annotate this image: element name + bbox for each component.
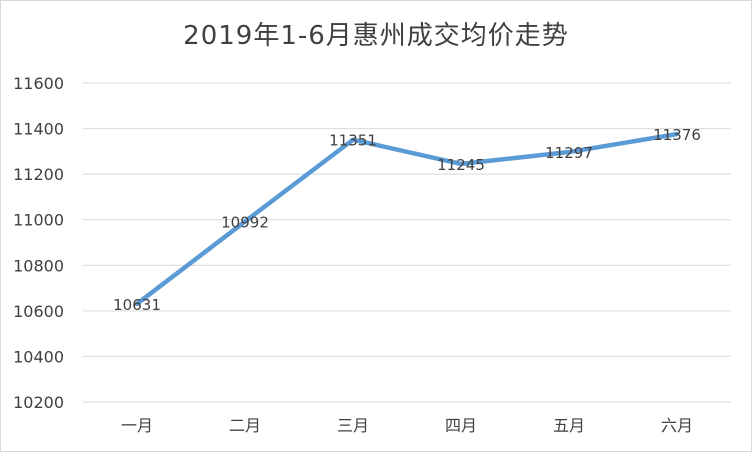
x-axis-categories: 一月 二月 三月 四月 五月 六月 bbox=[121, 416, 693, 435]
y-tick-label: 11200 bbox=[13, 165, 64, 184]
series-line bbox=[134, 131, 680, 307]
data-label: 10992 bbox=[221, 214, 269, 232]
data-label: 11245 bbox=[437, 156, 485, 174]
x-category-label: 六月 bbox=[661, 416, 693, 435]
chart-title: 2019年1-6月惠州成交均价走势 bbox=[183, 21, 569, 51]
y-tick-label: 11600 bbox=[13, 74, 64, 93]
series-line-path bbox=[134, 131, 680, 307]
data-label: 11376 bbox=[653, 126, 701, 144]
data-label: 11297 bbox=[545, 144, 593, 162]
y-tick-label: 11400 bbox=[13, 120, 64, 139]
gridlines bbox=[83, 82, 731, 403]
y-tick-label: 10600 bbox=[13, 302, 64, 321]
x-category-label: 三月 bbox=[337, 416, 369, 435]
y-tick-label: 10200 bbox=[13, 393, 64, 412]
data-labels: 10631 10992 11351 11245 11297 11376 bbox=[113, 126, 701, 314]
x-category-label: 二月 bbox=[229, 416, 261, 435]
x-category-label: 一月 bbox=[121, 416, 153, 435]
y-tick-label: 10400 bbox=[13, 347, 64, 366]
data-label: 10631 bbox=[113, 296, 161, 314]
y-tick-label: 10800 bbox=[13, 256, 64, 275]
data-label: 11351 bbox=[329, 132, 377, 150]
x-category-label: 五月 bbox=[553, 416, 585, 435]
y-tick-label: 11000 bbox=[13, 211, 64, 230]
x-category-label: 四月 bbox=[445, 416, 477, 435]
y-axis-ticks: 10200 10400 10600 10800 11000 11200 11400 11600 bbox=[13, 74, 64, 412]
